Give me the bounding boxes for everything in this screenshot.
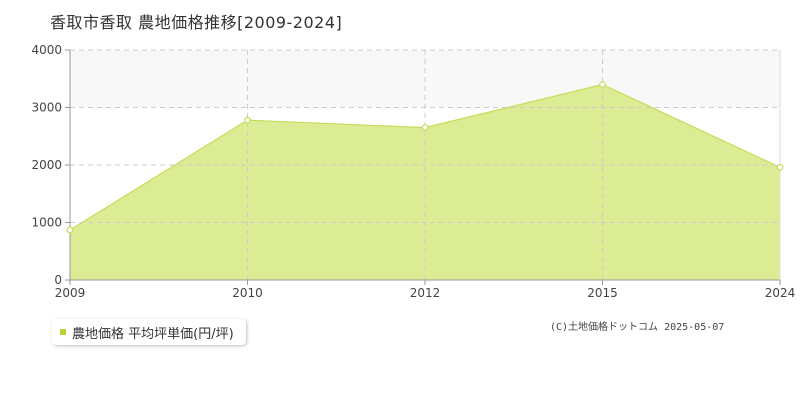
- data-point: [599, 81, 606, 88]
- legend: 農地価格 平均坪単価(円/坪): [52, 319, 246, 345]
- x-tick-label: 2009: [55, 286, 86, 300]
- y-tick-label: 3000: [31, 101, 62, 115]
- y-tick-label: 4000: [31, 43, 62, 57]
- y-tick-label: 0: [54, 273, 62, 287]
- legend-swatch: [60, 329, 66, 335]
- data-point: [776, 163, 784, 171]
- legend-label: 農地価格 平均坪単価(円/坪): [72, 326, 234, 342]
- y-tick-label: 1000: [31, 216, 62, 230]
- data-point: [421, 124, 429, 132]
- chart-title: 香取市香取 農地価格推移[2009-2024]: [50, 13, 343, 32]
- data-point: [66, 226, 74, 234]
- data-point: [244, 116, 251, 124]
- y-tick-label: 2000: [31, 158, 62, 172]
- copyright-text: (C)土地価格ドットコム 2025-05-07: [550, 322, 725, 333]
- x-tick-label: 2010: [232, 286, 263, 300]
- x-tick-label: 2024: [765, 286, 796, 300]
- x-tick-label: 2012: [410, 286, 441, 300]
- x-tick-label: 2015: [587, 286, 618, 300]
